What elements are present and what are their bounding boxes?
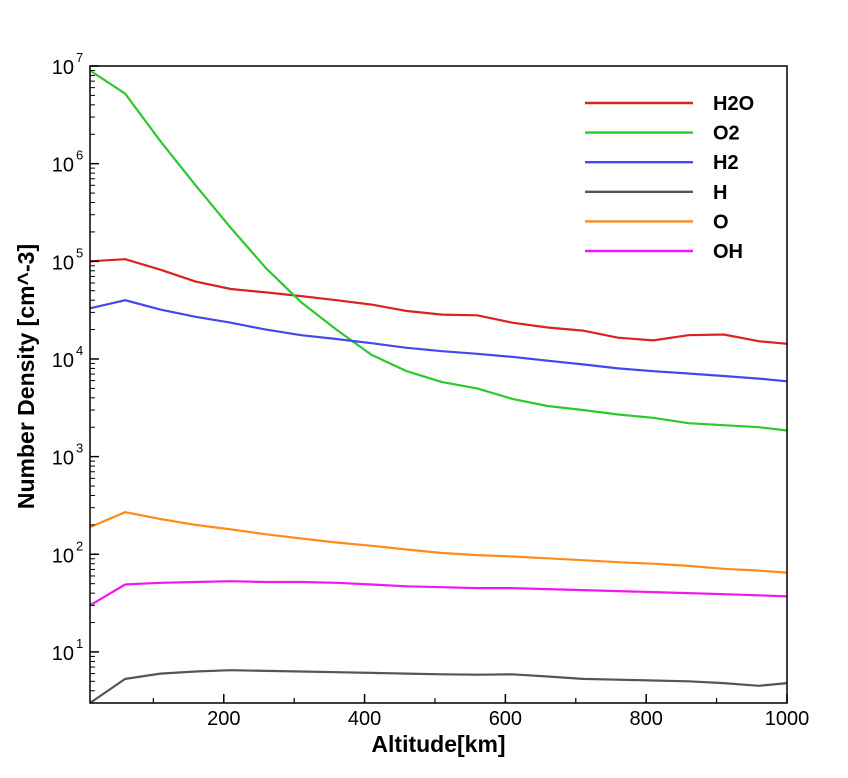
legend-label-oh: OH: [713, 241, 743, 263]
y-tick-exponent: 3: [76, 441, 83, 456]
y-tick-exponent: 4: [76, 343, 83, 358]
y-tick-label: 10: [52, 57, 74, 79]
y-tick-label: 10: [52, 643, 74, 665]
x-tick-label: 600: [489, 708, 522, 730]
legend-label-h: H: [713, 182, 727, 204]
legend-label-o: O: [713, 211, 729, 233]
series-line-h2o: [89, 258, 788, 345]
series-line-o2: [89, 69, 788, 432]
plot-frame: [89, 65, 788, 704]
series-line-h2: [89, 299, 788, 383]
y-tick-exponent: 2: [76, 538, 83, 553]
y-axis-title: Number Density [cm^-3]: [13, 244, 39, 509]
y-tick-exponent: 7: [76, 50, 83, 65]
y-tick-exponent: 1: [76, 636, 83, 651]
x-tick-label: 200: [207, 708, 240, 730]
y-tick-label: 10: [52, 252, 74, 274]
x-tick-label: 400: [348, 708, 381, 730]
y-tick-label: 10: [52, 448, 74, 470]
y-tick-exponent: 5: [76, 245, 83, 260]
series-line-h: [89, 669, 788, 704]
x-axis-title: Altitude[km]: [371, 731, 505, 757]
y-tick-label: 10: [52, 545, 74, 567]
x-axis: 200 400 600 800 1000: [152, 694, 810, 730]
y-tick-exponent: 6: [76, 148, 83, 163]
x-tick-label: 1000: [765, 708, 810, 730]
series-line-o: [89, 511, 788, 574]
series-layer: [89, 69, 788, 704]
y-tick-label: 10: [52, 350, 74, 372]
series-line-oh: [89, 580, 788, 607]
legend: H2O O2 H2 HO OH: [585, 93, 754, 263]
legend-label-h2o: H2O: [713, 93, 754, 115]
y-tick-label: 10: [52, 155, 74, 177]
x-tick-label: 800: [630, 708, 663, 730]
legend-label-o2: O2: [713, 123, 740, 145]
legend-label-h2: H2: [713, 152, 739, 174]
